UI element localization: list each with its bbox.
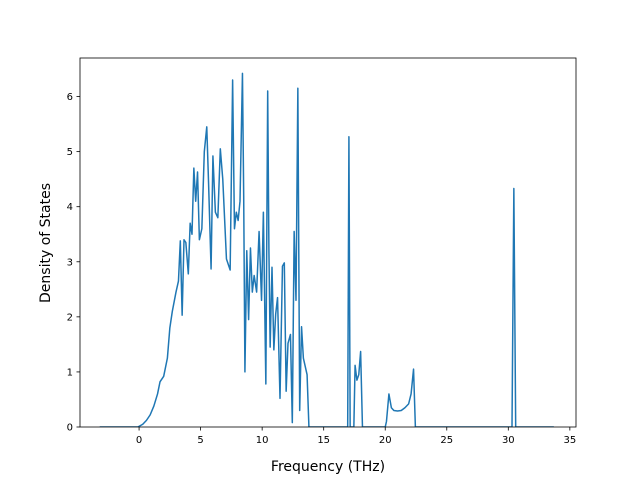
y-tick-label: 6: [67, 92, 73, 103]
x-tick-label: 10: [256, 435, 269, 446]
x-tick-label: 35: [563, 435, 576, 446]
x-tick-label: 20: [379, 435, 392, 446]
y-tick-label: 4: [67, 202, 73, 213]
plot-area: [79, 57, 577, 428]
y-tick-label: 1: [67, 367, 73, 378]
series-line: [99, 72, 554, 427]
y-tick-label: 0: [67, 423, 73, 434]
y-tick-label: 3: [67, 257, 73, 268]
y-tick-label: 2: [67, 312, 73, 323]
y-axis-title: Density of States: [38, 183, 54, 303]
x-tick-label: 30: [502, 435, 515, 446]
x-tick-label: 15: [317, 435, 330, 446]
x-tick-label: 25: [440, 435, 453, 446]
x-tick-label: 5: [197, 435, 203, 446]
x-tick-label: 0: [136, 435, 142, 446]
x-axis-title: Frequency (THz): [271, 459, 385, 475]
axes-frame: [79, 57, 577, 428]
y-tick-label: 5: [67, 147, 73, 158]
axis-ticks: 0 5 10 15 20 25 30 35 0 1 2 3 4 5 6: [67, 92, 577, 446]
